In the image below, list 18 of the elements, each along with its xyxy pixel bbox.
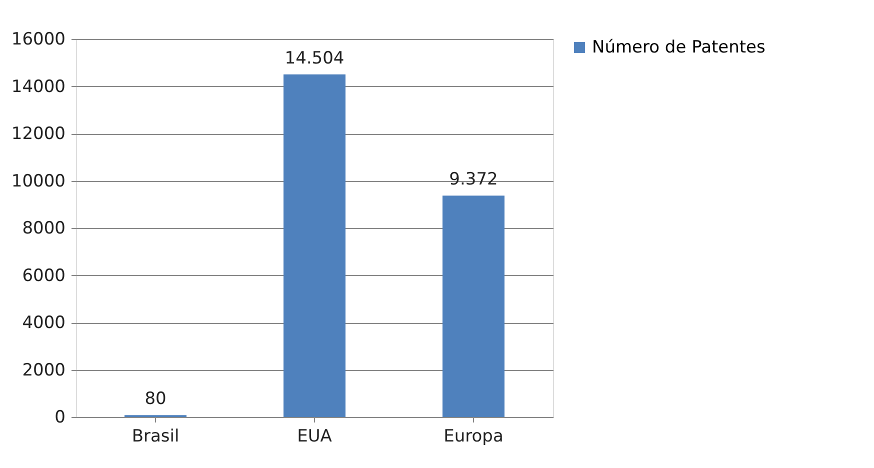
y-tick-label: 8000	[22, 218, 66, 238]
data-label: 80	[144, 389, 166, 410]
y-tick-label: 2000	[22, 360, 66, 380]
y-tick-label: 10000	[11, 171, 66, 192]
legend-label: Número de Patentes	[592, 38, 766, 58]
x-tick-label: EUA	[297, 426, 332, 446]
y-tick-label: 16000	[11, 30, 66, 50]
x-tick-label: Brasil	[132, 426, 180, 446]
y-tick-label: 6000	[22, 266, 66, 286]
data-label: 9.372	[449, 170, 498, 190]
bar	[442, 196, 504, 417]
y-tick-label: 12000	[11, 124, 66, 144]
y-tick-label: 14000	[11, 76, 66, 97]
bar	[284, 74, 346, 417]
y-tick-label: 0	[54, 408, 66, 428]
y-tick-label: 4000	[22, 313, 66, 333]
x-tick-label: Europa	[444, 426, 504, 446]
data-label: 14.504	[284, 48, 344, 68]
